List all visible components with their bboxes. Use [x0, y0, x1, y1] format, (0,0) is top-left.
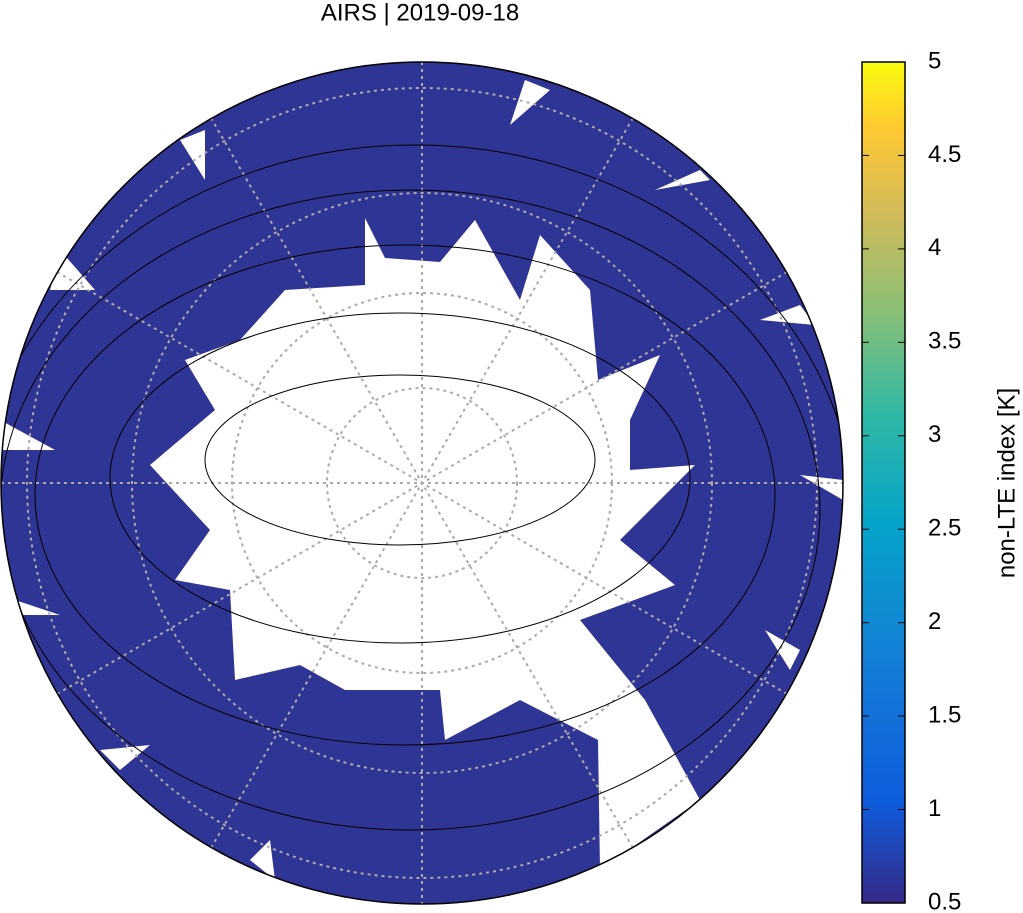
graticule — [1, 62, 843, 904]
colorbar-tick-label: 2 — [928, 608, 941, 635]
no-data-wedge — [180, 130, 205, 180]
colorbar-tick-label: 2.5 — [928, 515, 961, 542]
no-data-wedge — [655, 170, 710, 190]
no-data-wedge — [760, 305, 815, 325]
colorbar-tick-label: 0.5 — [928, 888, 961, 913]
colorbar-tick-label: 3 — [928, 421, 941, 448]
latitude-ellipses — [1, 144, 843, 904]
map — [1, 62, 843, 904]
colorbar-tick-label: 4 — [928, 234, 941, 261]
no-data-wedge — [100, 745, 150, 770]
colorbar-tick-label: 5 — [928, 47, 941, 74]
colorbar-label: non-LTE index [K] — [993, 388, 1020, 578]
colorbar — [861, 61, 906, 904]
colorbar-tick-label: 3.5 — [928, 328, 961, 355]
colorbar-tick-label: 4.5 — [928, 141, 961, 168]
colorbar-tick-label: 1 — [928, 795, 941, 822]
colorbar-tick-label: 1.5 — [928, 701, 961, 728]
no-data-wedge — [800, 475, 843, 500]
no-data-wedge — [765, 630, 800, 670]
chart-title: AIRS | 2019-09-18 — [321, 0, 519, 26]
no-data-wedge — [250, 840, 275, 880]
map-border — [0, 61, 844, 905]
